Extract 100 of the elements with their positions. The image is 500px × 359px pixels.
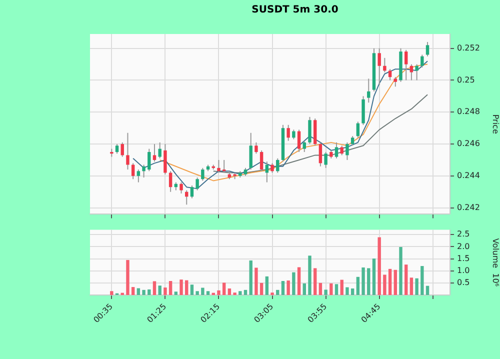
candlestick	[318, 142, 322, 167]
candlestick	[168, 170, 172, 192]
bar	[265, 276, 269, 295]
bar	[190, 284, 194, 295]
bar	[292, 272, 296, 295]
candlestick	[148, 148, 151, 172]
candlestick	[190, 184, 194, 199]
candlestick	[131, 162, 135, 180]
bar	[356, 276, 360, 295]
bar	[281, 280, 285, 295]
bar	[249, 260, 252, 295]
bar	[148, 289, 151, 295]
candlestick	[196, 177, 199, 191]
bar	[367, 268, 370, 295]
bar	[330, 283, 333, 295]
bar	[313, 268, 317, 295]
bar	[334, 284, 338, 295]
bar	[388, 268, 392, 295]
candlestick	[340, 145, 344, 156]
candlestick	[356, 121, 360, 138]
candlestick	[394, 76, 397, 88]
bar	[254, 268, 258, 295]
y-tick-label: 2.0	[457, 242, 470, 251]
bar	[362, 267, 365, 295]
candlestick	[222, 159, 226, 174]
bar	[222, 282, 226, 295]
y-tick-label: 1.5	[457, 254, 470, 263]
bar	[158, 286, 162, 295]
bar	[340, 280, 344, 295]
bar	[399, 246, 402, 295]
candlestick	[126, 132, 130, 170]
candlestick	[270, 162, 274, 174]
candlestick	[308, 116, 312, 145]
bar	[131, 287, 135, 295]
y-tick-label: 0.5	[457, 278, 470, 288]
y-tick-label: 0.252	[457, 43, 480, 52]
bar	[420, 266, 424, 295]
candlestick	[324, 152, 328, 168]
candlestick	[420, 54, 424, 68]
candlestick	[201, 167, 204, 182]
bar	[410, 278, 414, 295]
chart-title: SUSDT 5m 30.0	[252, 4, 338, 16]
bar	[110, 291, 114, 295]
candlestick	[426, 41, 430, 57]
candlestick	[158, 142, 162, 159]
bar	[346, 287, 349, 295]
candlestick	[180, 182, 183, 194]
candlestick	[383, 57, 386, 73]
bar	[126, 260, 130, 295]
y-tick-label: 0.242	[457, 202, 480, 212]
candlestick	[136, 169, 140, 183]
bar	[308, 256, 312, 295]
bar	[142, 290, 146, 295]
bar	[164, 288, 167, 295]
bar	[372, 258, 376, 295]
candlestick	[415, 64, 418, 81]
candlestick	[164, 144, 167, 175]
bar	[244, 290, 248, 295]
y-axis-title: Volume 10⁶	[491, 238, 500, 287]
bar	[350, 288, 354, 295]
bar	[185, 280, 188, 295]
y-tick-label: 2.5	[457, 230, 470, 239]
candlestick	[120, 142, 124, 158]
bar	[378, 237, 381, 295]
candlestick	[115, 144, 119, 154]
bar	[404, 264, 408, 295]
bar	[136, 288, 140, 295]
bar	[201, 288, 204, 295]
bar	[206, 291, 210, 295]
bar	[286, 280, 290, 295]
bar	[196, 291, 199, 295]
candlestick	[142, 164, 146, 178]
candlestick	[152, 144, 156, 162]
bar	[217, 290, 220, 295]
candlestick	[217, 159, 220, 174]
bar	[168, 280, 172, 295]
candlestick	[388, 68, 392, 81]
bar	[426, 286, 430, 295]
bar	[152, 281, 156, 295]
bar	[383, 274, 386, 295]
candlestick	[297, 129, 301, 153]
y-tick-label: 1.0	[457, 266, 470, 275]
bar	[394, 270, 397, 295]
candlestick	[313, 118, 317, 146]
y-axis-title: Price	[491, 114, 500, 134]
y-tick-label: 0.248	[457, 107, 480, 116]
candlestick	[350, 136, 354, 146]
candlestick	[367, 78, 370, 104]
candlestick	[334, 142, 338, 159]
bar	[276, 290, 280, 295]
bar	[228, 288, 232, 295]
bar	[415, 278, 418, 295]
y-tick-label: 0.246	[457, 139, 480, 148]
candlestick	[302, 140, 306, 153]
candlestick	[362, 96, 365, 126]
candlestick	[346, 142, 349, 160]
candlestick	[410, 64, 414, 81]
bar	[302, 283, 306, 295]
bar	[260, 282, 264, 295]
bar	[180, 280, 183, 295]
